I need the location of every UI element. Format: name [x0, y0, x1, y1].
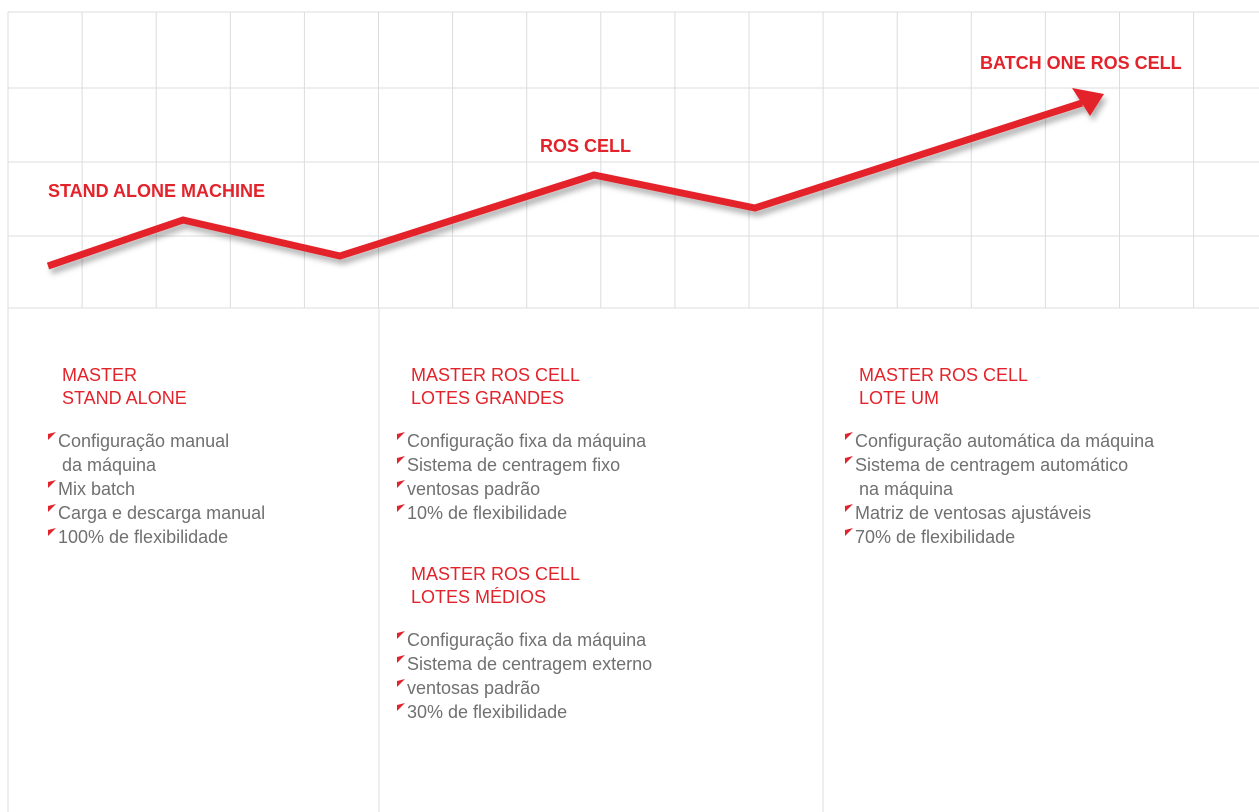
section-title: STAND ALONE [62, 388, 187, 408]
section-title: LOTES MÉDIOS [411, 587, 546, 607]
list-item: 100% de flexibilidade [58, 527, 228, 547]
list-item: Configuração fixa da máquina [407, 630, 647, 650]
list-item: Carga e descarga manual [58, 503, 265, 523]
list-item: Sistema de centragem fixo [407, 455, 620, 475]
list-item: Configuração automática da máquina [855, 431, 1155, 451]
section-title: LOTE UM [859, 388, 939, 408]
bullet [397, 504, 405, 512]
bullet [397, 631, 405, 639]
stage-label: STAND ALONE MACHINE [48, 181, 265, 201]
bullet [845, 456, 853, 464]
list-item: na máquina [859, 479, 954, 499]
section-title: MASTER [62, 365, 137, 385]
bullet [397, 655, 405, 663]
bullet [48, 480, 56, 488]
list-item: Matriz de ventosas ajustáveis [855, 503, 1091, 523]
list-item: Configuração manual [58, 431, 229, 451]
list-item: 30% de flexibilidade [407, 702, 567, 722]
section-title: MASTER ROS CELL [859, 365, 1028, 385]
list-item: ventosas padrão [407, 479, 540, 499]
bullet [48, 432, 56, 440]
bullet [397, 456, 405, 464]
bullet [397, 703, 405, 711]
list-item: Sistema de centragem externo [407, 654, 652, 674]
grid [7, 11, 1259, 812]
list-item: 70% de flexibilidade [855, 527, 1015, 547]
stage-label: BATCH ONE ROS CELL [980, 53, 1182, 73]
bullet [845, 432, 853, 440]
trend-line [46, 88, 1104, 270]
stage-label: ROS CELL [540, 136, 631, 156]
list-item: 10% de flexibilidade [407, 503, 567, 523]
list-item: da máquina [62, 455, 157, 475]
list-item: Mix batch [58, 479, 135, 499]
bullet [845, 528, 853, 536]
bullet [48, 504, 56, 512]
bullet [397, 480, 405, 488]
bullet [397, 679, 405, 687]
section-title: MASTER ROS CELL [411, 365, 580, 385]
section-title: MASTER ROS CELL [411, 564, 580, 584]
section-title: LOTES GRANDES [411, 388, 564, 408]
bullet [845, 504, 853, 512]
bullet [48, 528, 56, 536]
list-item: Sistema de centragem automático [855, 455, 1128, 475]
list-item: Configuração fixa da máquina [407, 431, 647, 451]
bullet [397, 432, 405, 440]
list-item: ventosas padrão [407, 678, 540, 698]
